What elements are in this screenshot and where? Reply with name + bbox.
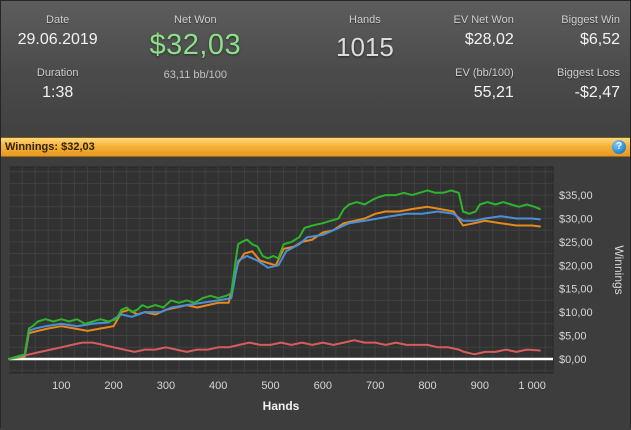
svg-text:100: 100 <box>52 380 70 392</box>
winnings-chart: $35,00 $30,00 $25,00 $20,00 $15,00 $10,00 $5,0… <box>8 166 626 413</box>
svg-text:$0,00: $0,00 <box>559 354 587 366</box>
chart-panel: $35,00 $30,00 $25,00 $20,00 $15,00 $10,00 $5,0… <box>1 157 630 430</box>
duration-value: 1:38 <box>42 84 74 101</box>
svg-text:$5,00: $5,00 <box>559 331 587 343</box>
winnings-title-bar: Winnings: $32,03 ? <box>1 137 630 157</box>
svg-text:900: 900 <box>471 380 489 392</box>
biggest-win-value: $6,52 <box>579 31 620 48</box>
stats-col-net-won: Net Won $32,03 63,11 bb/100 <box>116 1 274 137</box>
net-won-bb100: 63,11 bb/100 <box>163 69 228 81</box>
biggest-win-label: Biggest Win <box>561 14 620 26</box>
ev-net-won-label: EV Net Won <box>453 14 514 26</box>
ev-bb100-label: EV (bb/100) <box>455 67 514 79</box>
hands-label: Hands <box>349 14 381 26</box>
svg-text:400: 400 <box>209 380 227 392</box>
duration-label: Duration <box>36 67 79 79</box>
ev-net-won-value: $28,02 <box>464 31 514 48</box>
svg-text:Winnings: Winnings <box>612 245 626 294</box>
svg-text:800: 800 <box>418 380 436 392</box>
svg-text:$10,00: $10,00 <box>559 307 593 319</box>
svg-text:500: 500 <box>261 380 279 392</box>
stats-col-hands: Hands 1015 <box>276 1 453 137</box>
biggest-loss-value: -$2,47 <box>574 84 620 101</box>
svg-text:600: 600 <box>314 380 332 392</box>
biggest-loss-label: Biggest Loss <box>557 67 620 79</box>
stats-panel: Date 29.06.2019 Duration 1:38 Net Won $3… <box>1 1 630 137</box>
svg-text:200: 200 <box>104 380 122 392</box>
ev-bb100-value: 55,21 <box>473 84 514 101</box>
svg-text:Hands: Hands <box>263 399 300 413</box>
stats-col-biggest: Biggest Win $6,52 Biggest Loss -$2,47 <box>534 1 620 137</box>
net-won-value: $32,03 <box>149 29 242 61</box>
stats-col-date-duration: Date 29.06.2019 Duration 1:38 <box>5 1 110 137</box>
hands-value: 1015 <box>335 32 394 62</box>
svg-text:700: 700 <box>366 380 384 392</box>
winnings-bar-title: Winnings: $32,03 <box>5 141 95 153</box>
help-icon[interactable]: ? <box>612 140 626 154</box>
svg-text:$35,00: $35,00 <box>559 190 593 202</box>
svg-text:$30,00: $30,00 <box>559 214 593 226</box>
net-won-label: Net Won <box>174 14 217 26</box>
svg-text:1 000: 1 000 <box>518 380 546 392</box>
stats-col-ev: EV Net Won $28,02 EV (bb/100) 55,21 <box>453 1 513 137</box>
svg-text:$15,00: $15,00 <box>559 284 593 296</box>
date-label: Date <box>46 14 70 26</box>
date-value: 29.06.2019 <box>17 31 98 48</box>
svg-text:$20,00: $20,00 <box>559 260 593 272</box>
svg-text:300: 300 <box>157 380 175 392</box>
svg-text:$25,00: $25,00 <box>559 237 593 249</box>
